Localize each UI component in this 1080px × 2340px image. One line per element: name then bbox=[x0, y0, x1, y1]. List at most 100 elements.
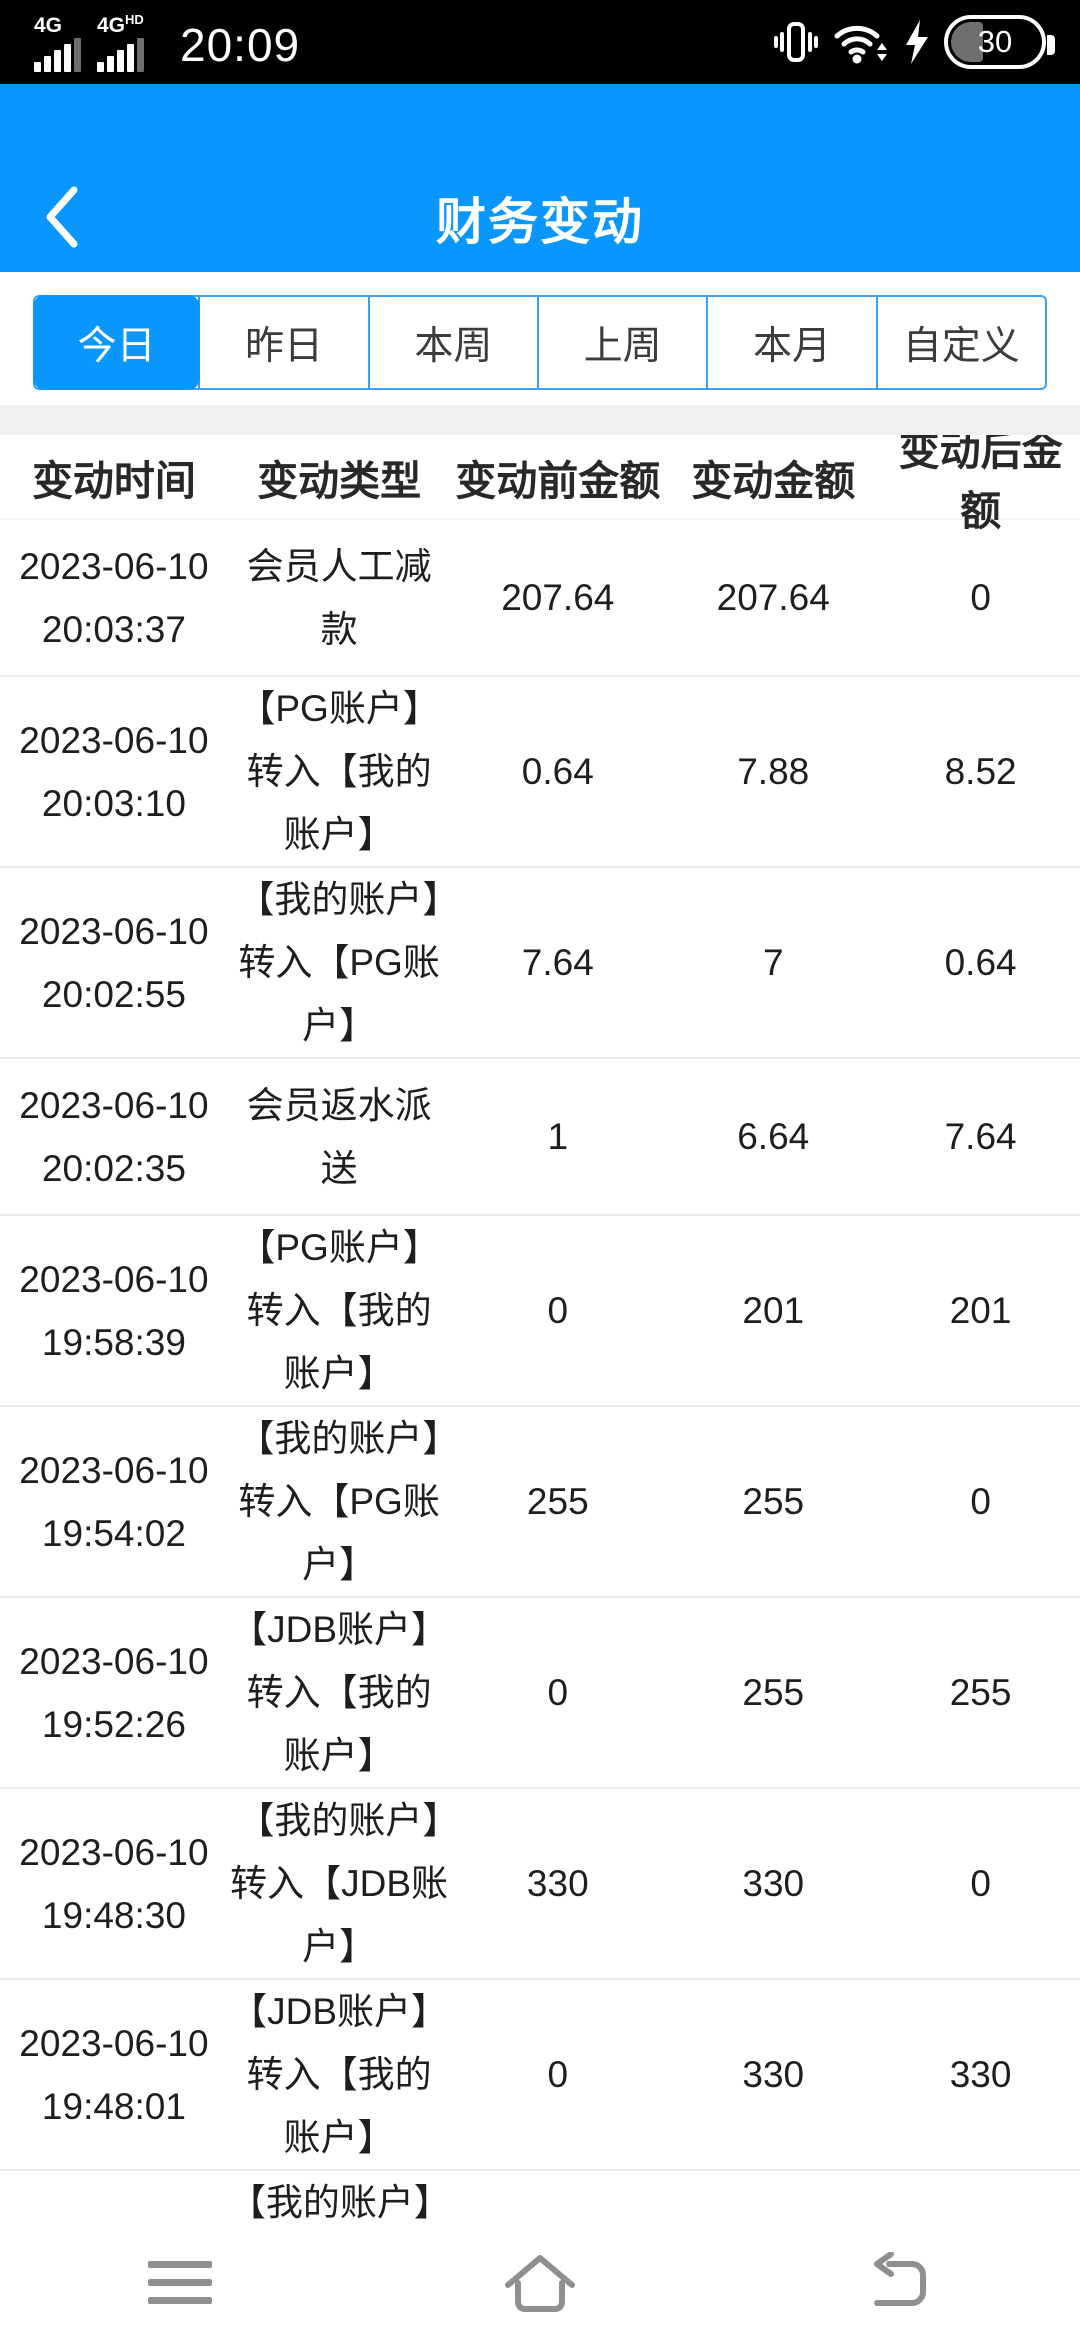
cell-amount-after: 0 bbox=[970, 1863, 991, 1904]
cell-amount-after: 8.52 bbox=[944, 751, 1017, 792]
column-header-amount: 变动金额 bbox=[691, 457, 856, 504]
battery-fill bbox=[951, 22, 983, 62]
vibrate-icon bbox=[774, 22, 818, 62]
cell-amount-change: 207.64 bbox=[716, 577, 830, 618]
filter-tab-label: 本周 bbox=[414, 324, 493, 368]
tab-bar: 今日 昨日 本周 上周 本月 自定义 bbox=[33, 295, 1047, 390]
column-header-time: 变动时间 bbox=[31, 457, 196, 504]
cell-type: 【PG账户】转入【我的账户】 bbox=[238, 688, 440, 855]
sim2-signal-icon: 4GHD bbox=[97, 13, 144, 72]
cell-date-time: 2023-06-10 20:03:10 bbox=[0, 709, 228, 835]
sim1-signal-bars-icon bbox=[34, 37, 81, 72]
android-nav-bar bbox=[0, 2225, 1080, 2340]
battery-percent: 30 bbox=[977, 24, 1013, 59]
cell-amount-before: 0.64 bbox=[521, 751, 594, 792]
filter-tab-label: 上周 bbox=[583, 324, 662, 368]
cell-amount-after: 7.64 bbox=[944, 1116, 1017, 1157]
table-row: 2023-06-10 19:58:39 【PG账户】转入【我的账户】 0 201… bbox=[0, 1216, 1080, 1407]
cell-time: 19:58:39 bbox=[41, 1321, 186, 1363]
filter-tab-label: 昨日 bbox=[244, 324, 323, 368]
cell-type: 会员返水派送 bbox=[246, 1084, 432, 1189]
cell-time: 20:02:35 bbox=[41, 1147, 186, 1189]
table-row: 2023-06-10 19:54:02 【我的账户】转入【PG账户】 255 2… bbox=[0, 1407, 1080, 1598]
cell-amount-before: 330 bbox=[526, 1863, 589, 1904]
cell-date: 2023-06-10 bbox=[19, 2022, 209, 2064]
cell-amount-before: 255 bbox=[526, 1481, 589, 1522]
table-row: 2023-06-10 20:03:10 【PG账户】转入【我的账户】 0.64 … bbox=[0, 677, 1080, 868]
cell-amount-before: 0 bbox=[547, 1290, 569, 1331]
cell-date: 2023-06-10 bbox=[19, 545, 209, 587]
hd-badge: HD bbox=[125, 11, 144, 27]
cell-time: 20:03:10 bbox=[41, 782, 186, 824]
date-filter-tabs: 今日 昨日 本周 上周 本月 自定义 bbox=[0, 272, 1080, 405]
filter-tab[interactable]: 本周 bbox=[367, 297, 537, 388]
cell-time: 19:48:30 bbox=[41, 1894, 186, 1936]
cell-time: 19:52:26 bbox=[41, 1703, 186, 1745]
wifi-icon bbox=[834, 25, 887, 64]
cell-date-time: 2023-06-10 20:02:35 bbox=[0, 1074, 228, 1200]
status-time: 20:09 bbox=[180, 18, 301, 71]
cell-type: 【JDB账户】转入【我的账户】 bbox=[230, 1991, 449, 2158]
table-header-row: 变动时间 变动类型 变动前金额 变动金额 变动后金额 bbox=[0, 435, 1080, 534]
table-row: 2023-06-10 20:02:35 会员返水派送 1 6.64 7.64 bbox=[0, 1059, 1080, 1216]
cell-date-time: 2023-06-10 20:02:55 bbox=[0, 900, 228, 1026]
app-header: 财务变动 bbox=[0, 84, 1080, 272]
nav-menu-button[interactable] bbox=[0, 2225, 360, 2340]
section-divider bbox=[0, 405, 1080, 435]
cell-type: 【我的账户】 bbox=[228, 2182, 451, 2223]
nav-home-button[interactable] bbox=[360, 2225, 720, 2340]
cell-date-time: 2023-06-10 bbox=[0, 2171, 228, 2225]
table-row: 2023-06-10 19:48:01 【JDB账户】转入【我的账户】 0 33… bbox=[0, 1980, 1080, 2171]
transactions-table[interactable]: 变动时间 变动类型 变动前金额 变动金额 变动后金额 2023-06-10 20… bbox=[0, 435, 1080, 2225]
cell-amount-change: 330 bbox=[742, 1863, 805, 1904]
cell-amount-change: 330 bbox=[742, 2054, 805, 2095]
sim1-network-label: 4G bbox=[34, 13, 63, 37]
status-bar: 4G 4GHD 20:09 bbox=[0, 0, 1080, 84]
cell-type: 【PG账户】转入【我的账户】 bbox=[238, 1227, 440, 1394]
table-row: 2023-06-10 20:02:55 【我的账户】转入【PG账户】 7.64 … bbox=[0, 868, 1080, 1059]
cell-amount-change: 7.88 bbox=[737, 751, 810, 792]
cell-type: 【我的账户】转入【PG账户】 bbox=[237, 1418, 441, 1585]
sim2-network-label: 4GHD bbox=[97, 11, 144, 37]
filter-tab-label: 本月 bbox=[752, 324, 831, 368]
table-row: 2023-06-10 【我的账户】 bbox=[0, 2171, 1080, 2225]
column-header-before: 变动前金额 bbox=[455, 457, 661, 504]
page-title: 财务变动 bbox=[436, 194, 644, 250]
cell-amount-change: 255 bbox=[742, 1481, 805, 1522]
cell-date-time: 2023-06-10 19:54:02 bbox=[0, 1439, 228, 1565]
cell-date: 2023-06-10 bbox=[19, 1449, 209, 1491]
battery-nub bbox=[1047, 35, 1055, 55]
status-left-cluster: 4G 4GHD 20:09 bbox=[34, 13, 300, 72]
cell-date: 2023-06-10 bbox=[19, 1640, 209, 1682]
cell-amount-after: 255 bbox=[949, 1672, 1012, 1713]
cell-type: 会员人工减款 bbox=[246, 545, 432, 650]
cell-amount-before: 1 bbox=[547, 1116, 569, 1157]
return-arrow-icon bbox=[874, 2251, 926, 2306]
cell-time: 20:02:55 bbox=[41, 973, 186, 1015]
filter-tab[interactable]: 自定义 bbox=[875, 297, 1045, 388]
cell-amount-change: 6.64 bbox=[737, 1116, 810, 1157]
cell-date-time: 2023-06-10 19:58:39 bbox=[0, 1248, 228, 1374]
column-header-type: 变动类型 bbox=[257, 457, 422, 504]
cell-date: 2023-06-10 bbox=[19, 719, 209, 761]
table-row: 2023-06-10 19:48:30 【我的账户】转入【JDB账户】 330 … bbox=[0, 1789, 1080, 1980]
cell-amount-before: 0 bbox=[547, 2054, 569, 2095]
nav-back-button[interactable] bbox=[720, 2225, 1080, 2340]
chevron-left-icon bbox=[46, 186, 78, 248]
filter-tab-label: 自定义 bbox=[902, 324, 1020, 368]
back-button[interactable] bbox=[44, 184, 104, 250]
filter-tab[interactable]: 今日 bbox=[33, 295, 201, 390]
sim1-signal-icon: 4G bbox=[34, 15, 81, 72]
cell-time: 19:48:01 bbox=[41, 2085, 186, 2127]
cell-date: 2023-06-10 bbox=[19, 1831, 209, 1873]
cell-amount-after: 201 bbox=[949, 1290, 1012, 1331]
filter-tab[interactable]: 本月 bbox=[706, 297, 875, 388]
filter-tab[interactable]: 昨日 bbox=[198, 297, 367, 388]
cell-date-time: 2023-06-10 19:48:30 bbox=[0, 1821, 228, 1947]
cell-amount-change: 7 bbox=[762, 942, 784, 983]
cell-amount-after: 0.64 bbox=[944, 942, 1017, 983]
cell-date: 2023-06-10 bbox=[19, 1084, 209, 1126]
filter-tab[interactable]: 上周 bbox=[536, 297, 706, 388]
cell-amount-change: 255 bbox=[742, 1672, 805, 1713]
column-header-after: 变动后金额 bbox=[898, 435, 1063, 534]
